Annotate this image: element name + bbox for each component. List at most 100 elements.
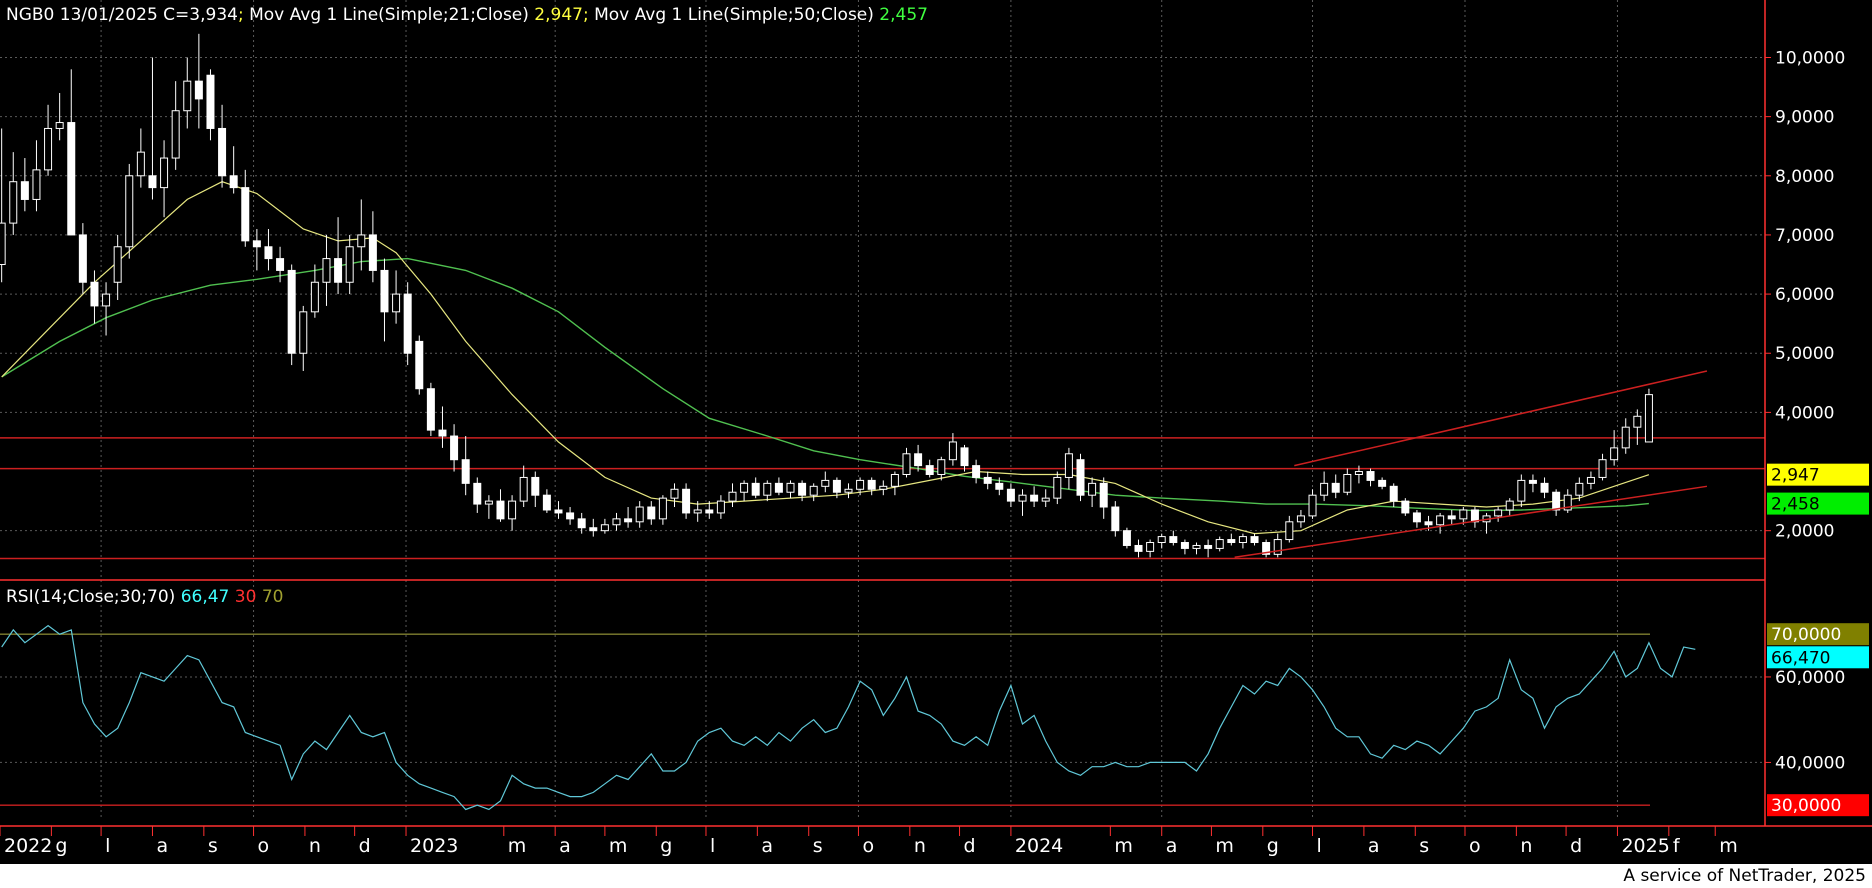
candle-body xyxy=(983,476,992,484)
candle xyxy=(299,305,308,371)
candle-body xyxy=(821,479,830,487)
candle-body xyxy=(218,127,227,177)
candle xyxy=(1215,536,1224,552)
candle xyxy=(1610,430,1619,466)
candle xyxy=(740,480,749,502)
price-tick-label: 6,0000 xyxy=(1775,285,1834,305)
candle-body xyxy=(1517,479,1526,502)
rsi-header: RSI(14;Close;30;70) 66,47 30 70 xyxy=(6,587,283,607)
candle xyxy=(392,270,401,324)
candle xyxy=(403,282,412,366)
candle-body xyxy=(1621,426,1630,449)
footer-credit: A service of NetTrader, 2025 xyxy=(1623,866,1866,886)
candle-body xyxy=(948,441,957,461)
candle-body xyxy=(1447,515,1456,520)
candle xyxy=(1296,509,1305,528)
candle-body xyxy=(1598,459,1607,478)
candle xyxy=(624,507,633,528)
candle-body xyxy=(566,512,575,520)
candle-body xyxy=(1134,544,1143,552)
candle-body xyxy=(322,258,331,283)
candle-body xyxy=(1494,509,1503,517)
symbol-label: NGB0 xyxy=(6,5,55,25)
candle xyxy=(1053,471,1062,505)
chart-header: NGB0 13/01/2025 C=3,934; Mov Avg 1 Line(… xyxy=(6,5,928,25)
candle xyxy=(577,512,586,534)
candle xyxy=(125,163,134,259)
footer-band xyxy=(0,864,1872,888)
candle xyxy=(102,282,111,336)
rsi70-tag-text: 70,0000 xyxy=(1771,625,1841,645)
candle-body xyxy=(519,476,528,502)
x-tick-label: o xyxy=(862,835,874,857)
candle xyxy=(832,477,841,499)
candle-body xyxy=(589,527,598,532)
x-tick-label: n xyxy=(914,835,926,857)
x-tick-label: s xyxy=(208,835,218,857)
candle-body xyxy=(334,258,343,283)
ma50-value: 2,457 xyxy=(879,5,928,25)
candle xyxy=(705,501,714,519)
grid xyxy=(0,0,1765,818)
candle-body xyxy=(206,74,215,129)
candle xyxy=(276,246,285,283)
x-tick-label: o xyxy=(258,835,270,857)
candle-body xyxy=(763,482,772,496)
candle-body xyxy=(1378,479,1387,487)
candle xyxy=(670,483,679,508)
candle-body xyxy=(1250,536,1259,544)
candle-body xyxy=(438,429,447,437)
candle xyxy=(171,81,180,170)
candle xyxy=(1343,468,1352,496)
price-tick-label: 4,0000 xyxy=(1775,403,1834,423)
candle xyxy=(450,424,459,472)
candle xyxy=(1621,418,1630,454)
candle xyxy=(357,199,366,271)
candle xyxy=(473,477,482,513)
candle xyxy=(612,512,621,531)
candle-body xyxy=(1204,544,1213,549)
x-tick-label: s xyxy=(813,835,823,857)
candle-body xyxy=(798,482,807,496)
ma50-tag-bg xyxy=(1767,492,1869,515)
candle-body xyxy=(1122,530,1131,546)
candle-body xyxy=(647,506,656,520)
candle xyxy=(995,477,1004,496)
candle xyxy=(1308,489,1317,519)
candle xyxy=(1482,512,1491,534)
candle-body xyxy=(1331,482,1340,493)
x-tick-label: 2023 xyxy=(410,835,458,857)
x-tick-label: a xyxy=(156,835,168,857)
x-tick-label: d xyxy=(1570,835,1582,857)
candle xyxy=(113,234,122,300)
candle-body xyxy=(914,453,923,467)
x-tick-label: g xyxy=(1267,835,1279,857)
candle-body xyxy=(844,488,853,493)
candle-body xyxy=(20,181,29,200)
candle-body xyxy=(67,122,76,236)
candle-body xyxy=(890,473,899,487)
x-axis-labels: 2022 g l a s o n d 2023 m a m g l a s o n d 2024 m a m g l a s o n d 2… xyxy=(0,826,1738,857)
price-tick-label: 7,0000 xyxy=(1775,226,1834,246)
candle-body xyxy=(658,497,667,520)
x-tick-label: d xyxy=(359,835,371,857)
candle xyxy=(1146,539,1155,558)
candle-body xyxy=(78,234,87,283)
axes: 10,0000 9,0000 8,0000 7,0000 6,0000 5,0000 4,0… xyxy=(0,0,1872,827)
rsi-label: RSI(14;Close;30;70) xyxy=(6,587,176,607)
candle-body xyxy=(600,524,609,532)
x-tick-label: l xyxy=(105,835,110,857)
x-tick-label: s xyxy=(1419,835,1429,857)
candle xyxy=(1273,533,1282,558)
candle xyxy=(368,211,377,283)
candle xyxy=(9,152,18,235)
x-tick-label: l xyxy=(1317,835,1322,857)
candle-body xyxy=(1308,494,1317,517)
candle xyxy=(1111,501,1120,537)
price-level-lines xyxy=(0,437,1765,560)
x-tick-label: g xyxy=(55,835,67,857)
rsi-current-tag-bg xyxy=(1767,646,1869,669)
candle xyxy=(774,477,783,496)
candle xyxy=(1099,477,1108,519)
